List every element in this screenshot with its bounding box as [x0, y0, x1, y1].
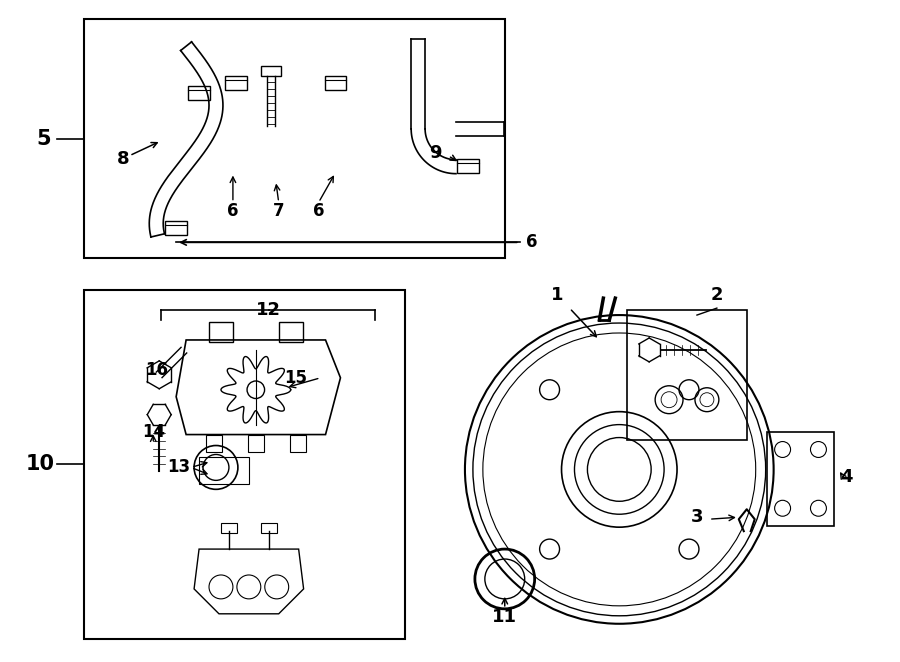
Bar	[627, 310, 747, 440]
Text: 2: 2	[711, 286, 723, 304]
Bar	[221, 523, 237, 533]
Bar	[457, 159, 479, 173]
Text: 7: 7	[273, 201, 284, 220]
Bar	[84, 290, 405, 639]
Bar	[84, 19, 505, 258]
Text: 14: 14	[141, 422, 165, 441]
Bar	[767, 432, 834, 526]
Text: 15: 15	[284, 369, 307, 387]
Text: 1: 1	[552, 286, 563, 304]
Bar	[290, 434, 306, 453]
Bar	[206, 434, 222, 453]
Bar	[261, 523, 276, 533]
Text: 5: 5	[36, 129, 51, 149]
Text: 6: 6	[526, 234, 537, 252]
Text: 9: 9	[428, 144, 441, 162]
Text: 10: 10	[25, 454, 54, 475]
Text: 6: 6	[313, 201, 324, 220]
Text: 4: 4	[840, 469, 852, 487]
Text: 12: 12	[256, 301, 282, 319]
Text: 11: 11	[492, 608, 517, 626]
Bar	[166, 222, 187, 236]
Bar	[188, 86, 210, 100]
Text: 16: 16	[145, 361, 167, 379]
Bar	[261, 66, 281, 76]
Bar	[209, 322, 233, 342]
Text: 6: 6	[227, 201, 239, 220]
Bar	[279, 322, 302, 342]
Bar	[225, 76, 247, 90]
Text: 3: 3	[690, 508, 703, 526]
Bar	[199, 457, 248, 485]
Text: 8: 8	[117, 150, 130, 167]
Bar	[248, 434, 264, 453]
Text: 13: 13	[167, 458, 191, 477]
Bar	[325, 76, 346, 90]
